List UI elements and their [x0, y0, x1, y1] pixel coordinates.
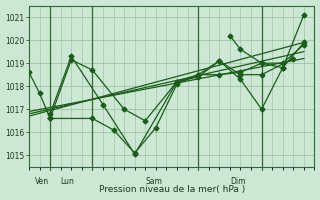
Text: Dim: Dim	[230, 177, 245, 186]
X-axis label: Pression niveau de la mer( hPa ): Pression niveau de la mer( hPa )	[99, 185, 245, 194]
Text: Ven: Ven	[35, 177, 50, 186]
Text: Lun: Lun	[61, 177, 75, 186]
Text: Sam: Sam	[145, 177, 162, 186]
